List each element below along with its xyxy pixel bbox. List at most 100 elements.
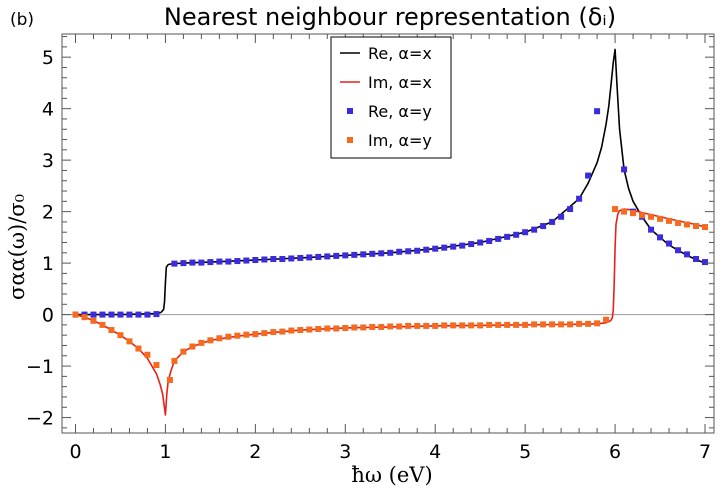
series-2-marker [90,311,97,318]
series-3-marker [360,324,367,331]
series-3-marker [639,212,646,219]
series-3-marker [657,215,664,222]
series-3-marker [603,316,610,323]
series-3-marker [513,321,520,328]
series-3-marker [558,321,565,328]
series-3-marker [261,330,268,337]
series-2-marker [450,243,457,250]
series-3-marker [153,362,160,369]
series-3-marker [594,320,601,327]
series-3-marker [585,320,592,327]
series-3-marker [90,317,97,324]
series-3-marker [576,320,583,327]
series-3-marker [306,326,313,333]
series-3-marker [684,221,691,228]
series-2-marker [405,248,412,255]
series-3-marker [495,321,502,328]
legend-swatch-im-y [347,137,353,143]
series-2-marker [495,235,502,242]
series-2-marker [648,226,655,233]
series-3-marker [297,327,304,334]
series-3-marker [549,321,556,328]
y-tick-label: 2 [42,202,54,224]
series-3-marker [108,327,115,334]
x-tick-label: 6 [609,441,621,463]
series-2-marker [549,218,556,225]
series-3-marker [414,322,421,329]
series-3-marker [324,325,331,332]
x-tick-label: 5 [519,441,531,463]
series-3-marker [180,348,187,355]
x-axis-label: ħω (eV) [351,463,432,487]
series-2-marker [378,250,385,257]
series-2-marker [486,237,493,244]
series-2-marker [477,239,484,246]
series-2-marker [387,249,394,256]
series-3-marker [288,327,295,334]
series-3-marker [369,323,376,330]
series-3-marker [630,210,637,217]
y-tick-label: −1 [26,356,54,378]
series-2-marker [513,231,520,238]
series-3-marker [477,322,484,329]
series-2-marker [279,255,286,262]
series-2-marker [423,246,430,253]
x-tick-label: 4 [429,441,441,463]
series-2-marker [702,259,709,266]
series-2-marker [567,206,574,213]
y-tick-labels: −2 −1 0 1 2 3 4 5 [26,47,54,429]
series-3-marker [72,311,79,318]
series-2-marker [261,256,268,263]
y-tick-label: 4 [42,99,54,121]
series-3-marker [198,339,205,346]
series-3-marker [693,223,700,230]
series-3-marker [612,206,619,213]
series-3-marker [666,217,673,224]
series-2-marker [189,259,196,266]
series-3-marker [540,321,547,328]
series-3-marker [351,324,358,331]
series-2-marker [315,253,322,260]
legend-swatch-re-y [347,108,353,114]
series-3-marker [126,338,133,345]
series-3-marker [279,328,286,335]
series-3-marker [99,321,106,328]
series-2-marker [342,252,349,259]
series-3-marker [468,322,475,329]
ticks-layer [62,34,714,433]
series-3-marker [405,322,412,329]
series-2-marker [675,247,682,254]
series-2-marker [684,251,691,258]
series-2-marker [396,248,403,255]
x-tick-label: 1 [159,441,171,463]
x-tick-label: 3 [339,441,351,463]
series-2-marker [207,259,214,266]
series-3-marker [486,321,493,328]
series-2-marker [666,240,673,247]
series-2-marker [621,166,628,173]
y-tick-label: 1 [42,253,54,275]
series-2-marker [441,244,448,251]
legend-label-im-y: Im, α=y [368,131,432,150]
y-tick-label: 3 [42,150,54,172]
series-3-marker [252,331,259,338]
series-line-1 [75,208,706,416]
series-2-marker [225,258,232,265]
series-2-marker [432,245,439,252]
chart-title: Nearest neighbour representation (δᵢ) [164,3,616,31]
series-2-marker [522,229,529,236]
series-2-marker [306,254,313,261]
series-3-marker [216,335,223,342]
series-2-marker [594,108,601,115]
series-3-marker [459,322,466,329]
series-3-marker [243,331,250,338]
series-3-marker [432,322,439,329]
series-2-marker [531,226,538,233]
series-2-marker [459,242,466,249]
series-2-marker [558,213,565,220]
series-2-marker [576,195,583,202]
series-2-marker [360,251,367,258]
x-tick-labels: 0 1 2 3 4 5 6 7 [69,441,711,463]
series-2-marker [99,311,106,318]
y-tick-label: −2 [26,408,54,430]
